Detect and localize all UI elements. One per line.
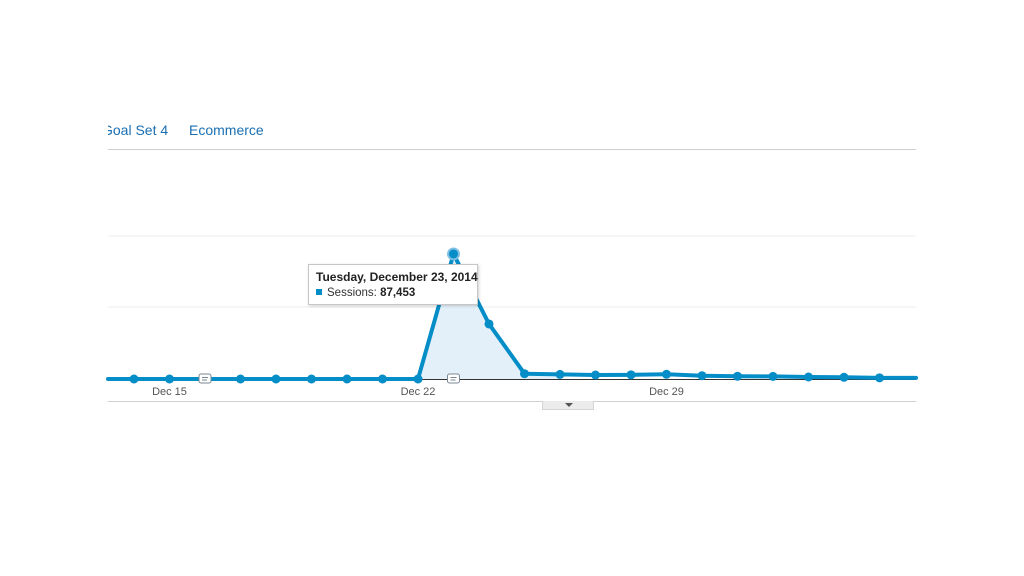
data-point xyxy=(520,369,529,379)
data-point xyxy=(626,370,636,380)
data-point xyxy=(484,319,494,329)
tooltip-metric-value: 87,453 xyxy=(380,287,416,299)
data-point xyxy=(307,374,316,384)
data-point xyxy=(768,371,778,381)
series-line xyxy=(106,251,918,381)
data-point xyxy=(413,374,423,384)
tooltip-metric-label: Sessions: xyxy=(327,287,377,299)
chevron-down-icon xyxy=(565,403,573,407)
tabs-divider xyxy=(108,149,916,150)
data-point xyxy=(662,369,671,379)
tab-goal-set-4[interactable]: Goal Set 4 xyxy=(108,122,169,138)
data-point xyxy=(839,372,849,382)
report-tabs: Goal Set 4 Ecommerce xyxy=(108,0,916,150)
chart-expand-toggle[interactable] xyxy=(542,401,594,410)
data-point xyxy=(236,374,245,384)
data-point xyxy=(804,372,813,382)
data-point xyxy=(733,371,742,381)
tab-ecommerce[interactable]: Ecommerce xyxy=(189,122,264,138)
series-swatch-icon xyxy=(316,289,322,295)
data-point xyxy=(271,374,281,384)
annotation-marker-icon xyxy=(447,373,460,384)
tooltip-date: Tuesday, December 23, 2014 xyxy=(316,270,478,284)
data-point xyxy=(342,374,352,384)
data-point xyxy=(378,374,387,384)
annotation-marker-icon xyxy=(198,373,212,384)
data-point xyxy=(697,371,707,381)
x-tick-label: Dec 15 xyxy=(152,386,187,398)
data-point xyxy=(591,370,600,380)
data-point xyxy=(129,374,139,384)
tooltip-metric-row: Sessions: 87,453 xyxy=(316,286,470,301)
data-point xyxy=(875,373,884,383)
x-tick-label: Dec 22 xyxy=(401,386,436,398)
data-point xyxy=(165,374,174,384)
chart-tooltip: Tuesday, December 23, 2014 Sessions: 87,… xyxy=(308,264,478,305)
x-tick-label: Dec 29 xyxy=(649,386,684,398)
data-point xyxy=(447,247,460,261)
data-point xyxy=(555,369,565,379)
